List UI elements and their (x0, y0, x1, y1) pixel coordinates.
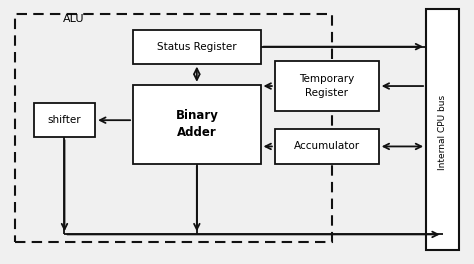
Bar (275, 129, 379, 163)
Text: Binary
Adder: Binary Adder (175, 109, 218, 139)
Text: shifter: shifter (48, 115, 82, 125)
Bar (133, 30, 261, 64)
Bar (15, 14, 331, 242)
Bar (133, 85, 261, 163)
Text: ALU: ALU (63, 14, 85, 24)
Bar (426, 8, 459, 250)
Text: Internal CPU bus: Internal CPU bus (438, 95, 447, 169)
Text: Temporary
Register: Temporary Register (299, 74, 355, 98)
Bar (275, 61, 379, 111)
Bar (34, 103, 95, 137)
Text: Status Register: Status Register (157, 42, 237, 52)
Text: Accumulator: Accumulator (294, 142, 360, 152)
